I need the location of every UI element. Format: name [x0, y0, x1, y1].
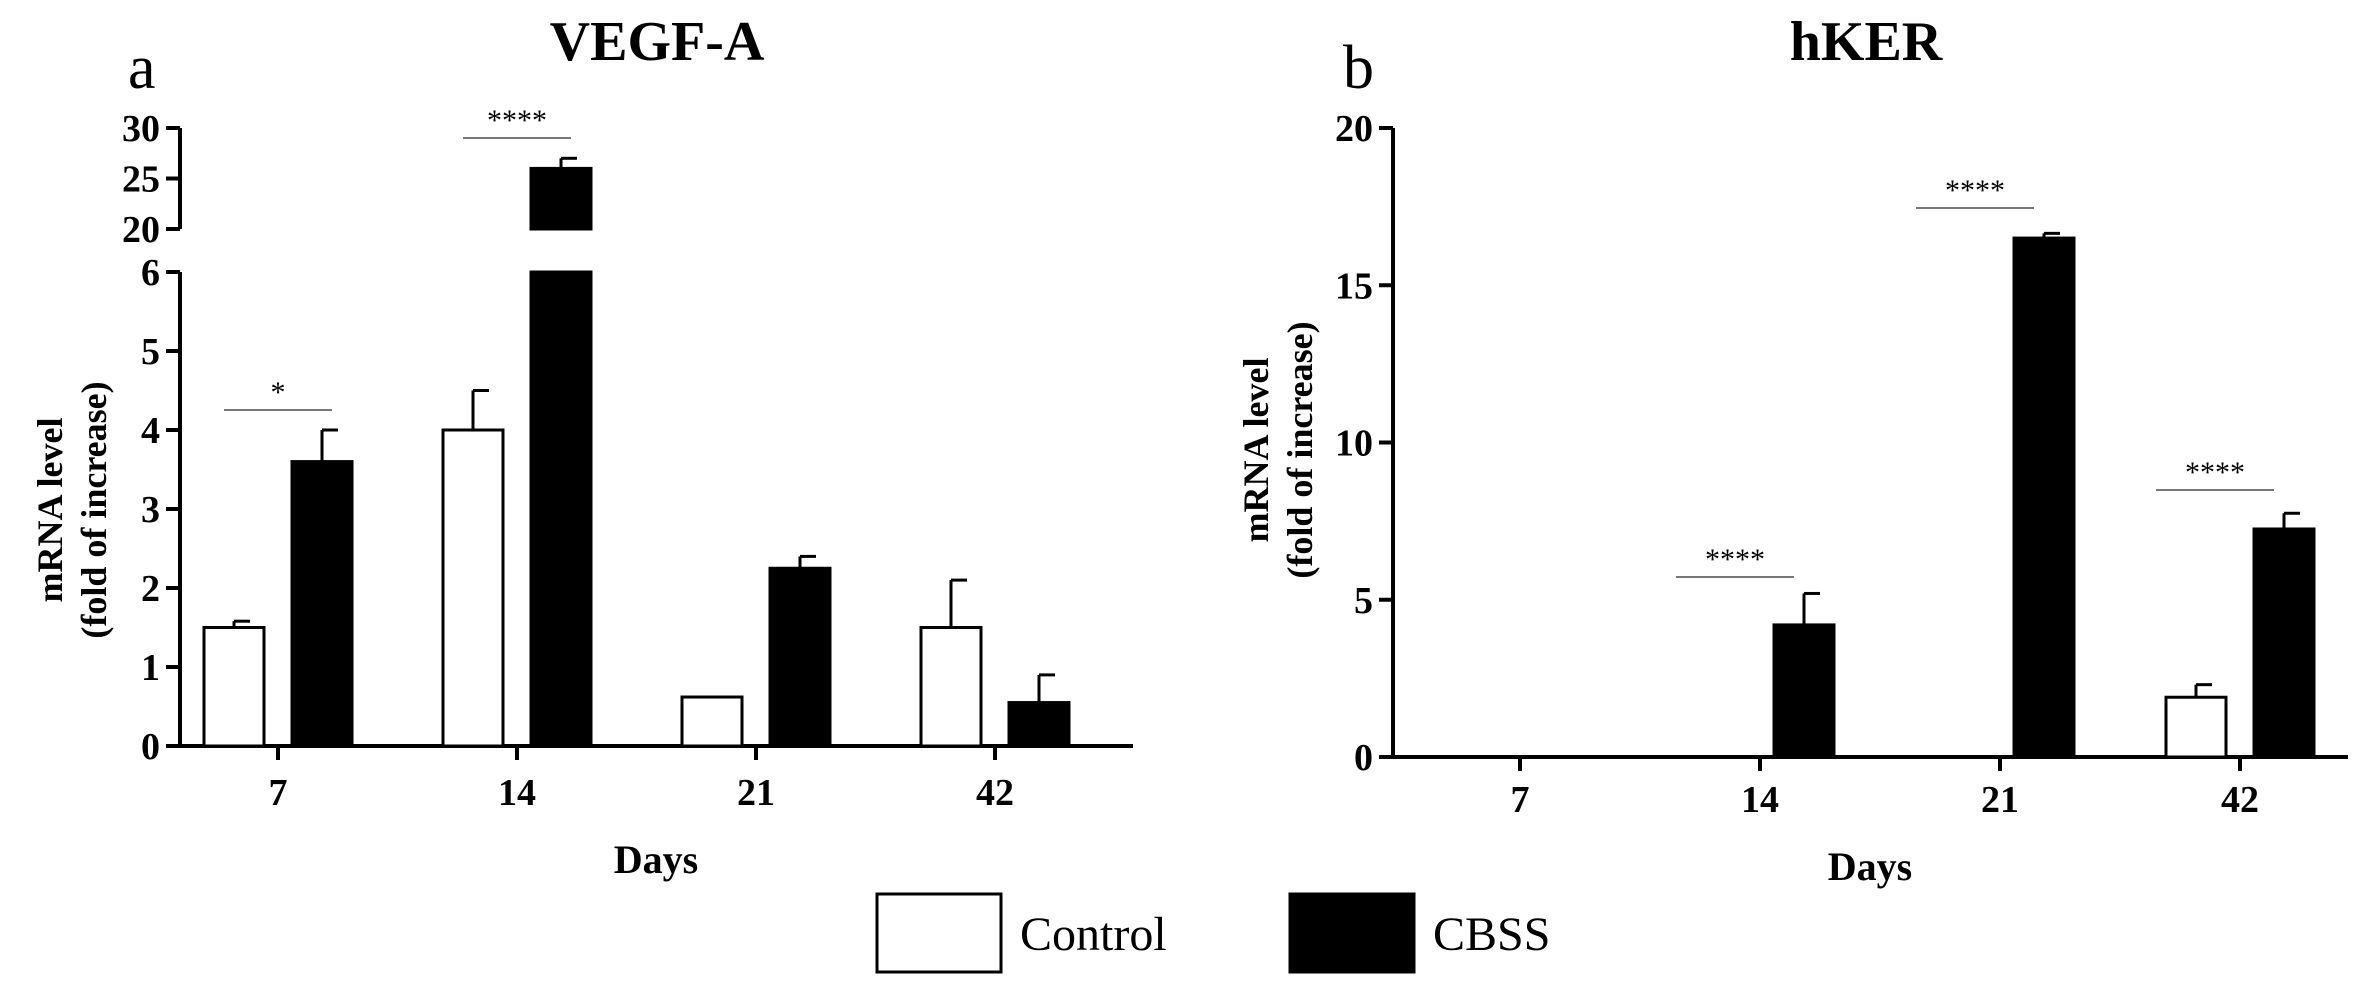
x-tick-label: 14	[498, 772, 536, 814]
significance-a: *****	[224, 104, 571, 411]
x-tick-label: 7	[1511, 779, 1530, 821]
bars-b	[1772, 231, 2316, 759]
bar-cbss-42	[1007, 701, 1071, 748]
significance-label: ****	[1705, 543, 1765, 576]
y-tick-label: 2	[141, 568, 160, 610]
y-tick-label: 20	[1335, 108, 1373, 150]
y-ticks-a: 0 1 2 3 4 5 620 25 30	[122, 108, 180, 768]
y-axis-label-a: mRNA level (fold of increase)	[30, 381, 114, 638]
panel-label-b: b	[1343, 34, 1374, 102]
y-tick-label: 5	[1354, 580, 1373, 622]
bar-cbss-21	[768, 566, 832, 748]
x-tick-label: 21	[1981, 779, 2019, 821]
legend-swatch-control	[875, 892, 1003, 974]
bar-cbss-14	[1772, 623, 1836, 759]
significance-label: ****	[2185, 456, 2245, 489]
y-tick-label: 25	[122, 159, 160, 201]
y-tick-label: 10	[1335, 423, 1373, 465]
bar-cbss-42	[2252, 527, 2316, 759]
y-axis-label-b: mRNA level (fold of increase)	[1236, 321, 1320, 578]
chart-title-hker: hKER	[1790, 11, 1943, 73]
legend-label-control: Control	[1020, 908, 1167, 961]
x-tick-label: 42	[2221, 779, 2259, 821]
y-ticks-b: 0 5 10 15 20	[1335, 108, 1393, 779]
legend-swatch-cbss	[1288, 892, 1416, 974]
bar-control-14	[441, 428, 505, 748]
bar-cbss-14-upper	[529, 166, 593, 231]
significance-label: *	[271, 376, 286, 409]
significance-b: **** **** ****	[1676, 174, 2274, 578]
bar-control-7	[202, 626, 266, 748]
y-axis-label-line2: (fold of increase)	[74, 381, 114, 638]
panel-b-hker: b hKER mRNA level (fold of increase) 0 5 1…	[1236, 11, 2348, 889]
bar-cbss-21	[2012, 236, 2076, 759]
legend-label-cbss: CBSS	[1433, 908, 1550, 961]
panel-label-a: a	[128, 34, 156, 102]
chart-title-vegf-a: VEGF-A	[550, 11, 765, 73]
x-tick-label: 14	[1741, 779, 1779, 821]
x-tick-label: 42	[976, 772, 1014, 814]
legend: Control CBSS	[875, 892, 1550, 974]
y-tick-label: 30	[122, 108, 160, 150]
x-tick-label: 21	[737, 772, 775, 814]
x-tick-label: 7	[269, 772, 288, 814]
significance-label: ****	[487, 104, 547, 137]
y-tick-label: 0	[1354, 737, 1373, 779]
bars-a	[202, 156, 1071, 748]
significance-label: ****	[1945, 174, 2005, 207]
y-tick-label: 6	[141, 252, 160, 294]
bar-control-42	[2164, 695, 2228, 759]
y-tick-label: 5	[141, 331, 160, 373]
y-tick-label: 0	[141, 726, 160, 768]
y-axis-label-line1: mRNA level	[1236, 358, 1276, 543]
bar-cbss-14-lower	[529, 270, 593, 748]
y-tick-label: 4	[141, 410, 160, 452]
panel-a-vegf-a: a VEGF-A mRNA level (fold of increase) 0…	[30, 11, 1133, 882]
y-tick-label: 1	[141, 647, 160, 689]
y-tick-label: 15	[1335, 265, 1373, 307]
x-tick-labels-b: 7 14 21 42	[1511, 757, 2259, 821]
bar-control-42	[919, 626, 983, 748]
y-tick-label: 20	[122, 209, 160, 251]
y-axis-label-line1: mRNA level	[30, 418, 70, 603]
bar-control-21	[680, 695, 744, 748]
x-axis-label-b: Days	[1828, 844, 1912, 889]
x-axis-label-a: Days	[614, 837, 698, 882]
bar-cbss-7	[290, 460, 354, 748]
y-tick-label: 3	[141, 489, 160, 531]
y-axis-label-line2: (fold of increase)	[1280, 321, 1320, 578]
x-tick-labels-a: 7 14 21 42	[269, 746, 1014, 814]
